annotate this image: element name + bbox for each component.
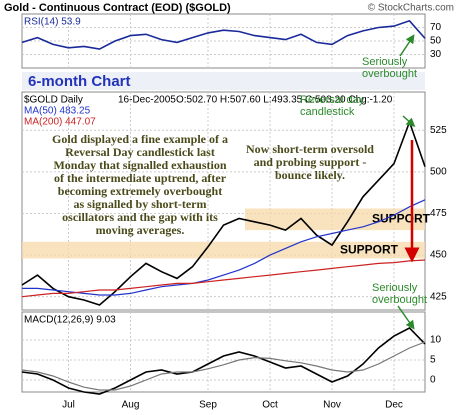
annotation: Now short-term oversold — [246, 142, 374, 156]
annotation: Seriously — [372, 282, 418, 294]
subtitle: 6-month Chart — [28, 73, 131, 90]
subtitle-box — [22, 72, 425, 90]
y-tick-label: 500 — [430, 167, 447, 178]
annotation: overbought — [372, 294, 427, 306]
y-tick-label: 450 — [430, 250, 447, 261]
y-tick-label: 425 — [430, 291, 447, 302]
annotation: Gold displayed a fine example of a — [52, 132, 228, 146]
y-tick-label: 50 — [430, 36, 442, 47]
x-tick-label: Dec — [385, 400, 403, 411]
y-tick-label: 5 — [430, 355, 436, 366]
x-tick-label: Nov — [323, 400, 341, 411]
support-label: SUPPORT — [340, 242, 399, 256]
legend-entry: MA(50) 483.25 — [24, 106, 91, 117]
series-line — [21, 19, 426, 50]
legend-entry: MA(200) 447.07 — [24, 117, 96, 128]
annotation: Monday that signalled exhaustion — [53, 158, 226, 172]
annotation: oscillators and the gap with its — [62, 210, 218, 224]
panel-frame — [21, 311, 426, 393]
series-line — [21, 259, 426, 298]
reversal-pointer — [402, 115, 416, 127]
annotation: bounce likely. — [275, 168, 345, 182]
support-label: SUPPORT — [372, 211, 431, 225]
annotation: as signalled by short-term — [74, 197, 207, 211]
annotation: becoming extremely overbought — [58, 184, 222, 198]
y-tick-label: 30 — [430, 49, 442, 60]
chart-title: Gold - Continuous Contract (EOD) ($GOLD) — [4, 2, 231, 14]
annotation: Reversal day — [300, 94, 365, 106]
panel-frame — [21, 91, 426, 311]
y-tick-label: 10 — [430, 335, 442, 346]
macd-arrow — [397, 305, 415, 330]
series-line — [22, 199, 426, 296]
support-zone — [245, 208, 425, 231]
support-zone — [22, 241, 425, 259]
legend-entry: MACD(12,26,9) 9.03 — [24, 315, 116, 326]
x-tick-label: Sep — [199, 400, 217, 411]
price-info: $GOLD Daily — [24, 95, 83, 106]
x-tick-label: Oct — [262, 400, 278, 411]
y-tick-label: 475 — [430, 208, 447, 219]
price-info: O:502.70 H:507.60 L:493.35 C:503.20 Chg:… — [176, 95, 393, 106]
annotation: moving averages. — [96, 223, 185, 237]
y-tick-label: 525 — [430, 125, 447, 136]
annotation: candlestick — [300, 106, 355, 118]
bands-layer — [21, 13, 426, 393]
y-tick-label: 0 — [430, 375, 436, 386]
x-tick-label: Jul — [62, 400, 75, 411]
series-line — [21, 119, 426, 306]
series-line — [21, 341, 426, 391]
annotation: overbought — [362, 68, 417, 80]
series-line — [21, 327, 426, 395]
price-info: 16-Dec-2005 — [118, 95, 176, 106]
legend-entry: RSI(14) 53.9 — [24, 17, 81, 28]
annotation: Reversal Day candlestick last — [65, 145, 215, 159]
x-tick-label: Aug — [122, 400, 140, 411]
annotation: of the intermediate uptrend, after — [54, 171, 227, 185]
annotation: Seriously — [362, 56, 408, 68]
y-tick-label: 70 — [430, 22, 442, 33]
credit: © StockCharts.com — [368, 3, 454, 14]
rsi-arrow — [399, 34, 415, 57]
annotation: and probing support - — [254, 155, 367, 169]
